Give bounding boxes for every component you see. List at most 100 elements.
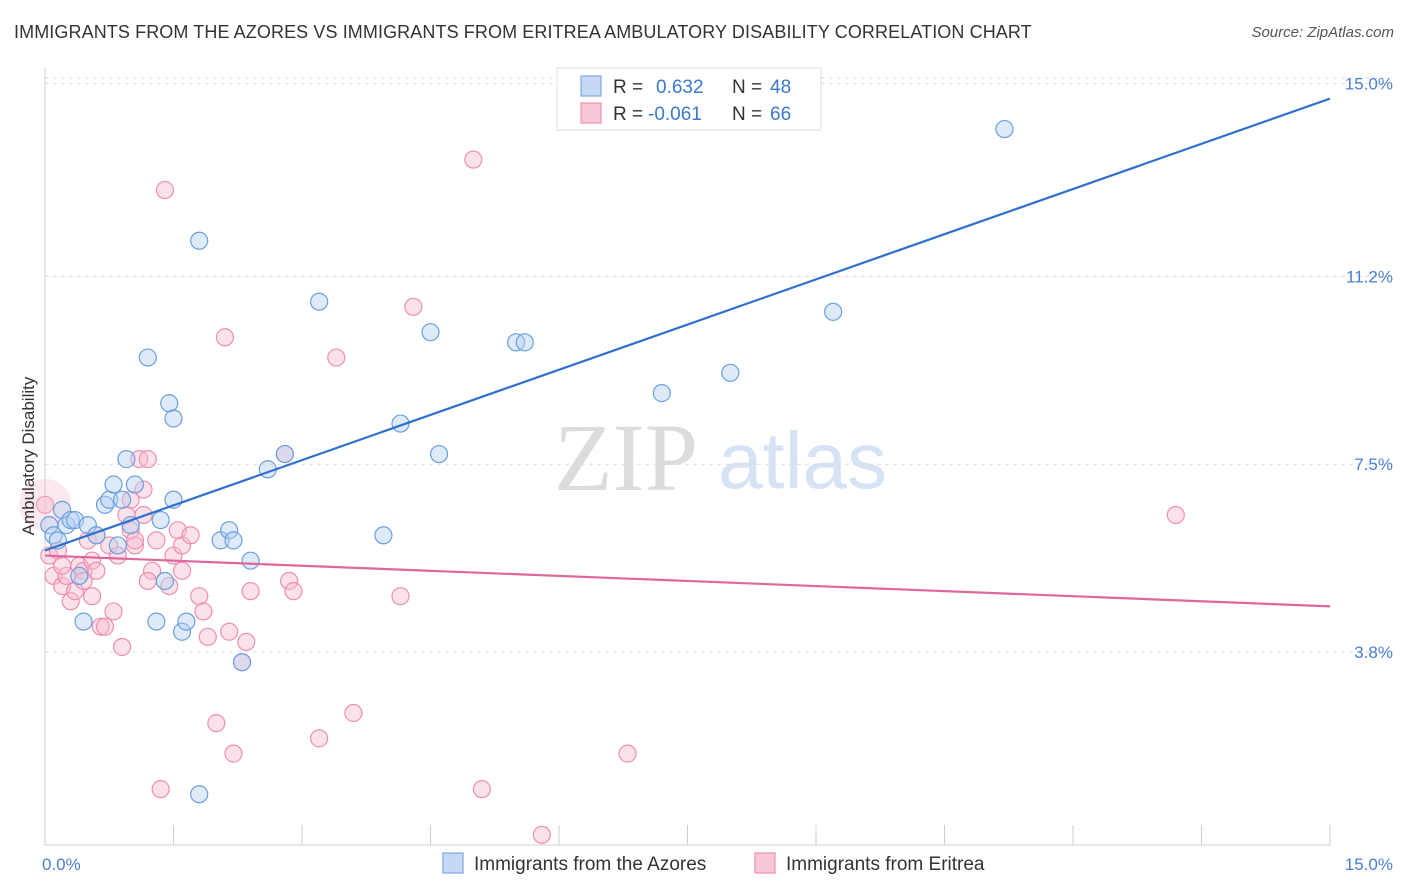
azores-point-23 xyxy=(160,394,179,413)
eritrea-point-39 xyxy=(220,622,239,641)
eritrea-point-59 xyxy=(121,521,140,540)
eritrea-point-64 xyxy=(237,632,256,652)
source-credit: Source: ZipAtlas.com xyxy=(1251,24,1394,41)
azores-point-36 xyxy=(310,292,329,311)
legend-eritrea-n-label: N = xyxy=(732,104,762,125)
bottom-legend-azores-swatch xyxy=(442,852,464,874)
legend-azores-r-value: 0.632 xyxy=(656,77,704,98)
eritrea-point-63 xyxy=(172,561,192,580)
eritrea-point-40 xyxy=(224,744,243,763)
watermark: ZIP atlas xyxy=(554,404,887,511)
eritrea-point-33 xyxy=(181,526,200,545)
y-tick-label-1: 7.5% xyxy=(1354,455,1393,474)
x-tick-label-1: 15.0% xyxy=(1345,855,1393,874)
azores-point-47 xyxy=(190,785,209,804)
eritrea-point-44 xyxy=(280,571,299,591)
azores-point-18 xyxy=(125,475,145,494)
azores-point-32 xyxy=(232,653,252,672)
azores-point-39 xyxy=(421,323,440,342)
watermark-zip: ZIP xyxy=(554,404,698,511)
azores-point-35 xyxy=(275,444,294,464)
azores-point-15 xyxy=(112,490,132,509)
azores-point-22 xyxy=(155,571,175,591)
eritrea-point-60 xyxy=(138,571,157,591)
azores-point-26 xyxy=(172,622,192,641)
eritrea-point-53 xyxy=(532,825,551,844)
eritrea-point-28 xyxy=(155,180,175,200)
azores-trend-line xyxy=(44,97,1331,552)
legend-eritrea-n-value: 66 xyxy=(770,104,791,125)
eritrea-point-14 xyxy=(95,617,115,636)
y-tick-label-3: 15.0% xyxy=(1345,74,1393,93)
azores-point-44 xyxy=(721,363,740,382)
eritrea-point-17 xyxy=(108,546,127,565)
eritrea-point-52 xyxy=(472,780,491,799)
eritrea-point-45 xyxy=(284,582,303,601)
legend-eritrea-r-value: -0.061 xyxy=(648,104,702,125)
y-axis-label: Ambulatory Disability xyxy=(19,376,38,535)
bottom-legend-eritrea-label: Immigrants from Eritrea xyxy=(786,854,985,875)
legend-azores-r-label: R = xyxy=(613,77,643,98)
azores-point-40 xyxy=(429,444,449,464)
chart-title: IMMIGRANTS FROM THE AZORES VS IMMIGRANTS… xyxy=(14,22,1032,42)
eritrea-point-25 xyxy=(142,561,162,580)
azores-point-16 xyxy=(117,450,136,469)
azores-point-43 xyxy=(652,384,671,403)
azores-point-42 xyxy=(515,333,534,352)
bottom-legend-azores-label: Immigrants from the Azores xyxy=(474,854,706,875)
tick-labels: 3.8% 7.5% 11.2% 15.0% 0.0% 15.0% xyxy=(42,74,1393,874)
azores-point-7 xyxy=(70,566,89,585)
eritrea-point-0 xyxy=(35,495,55,514)
eritrea-point-46 xyxy=(310,729,329,748)
azores-point-28 xyxy=(190,231,209,250)
azores-point-8 xyxy=(74,612,93,631)
eritrea-point-23 xyxy=(134,480,153,499)
y-tick-label-0: 3.8% xyxy=(1354,643,1393,662)
x-tick-label-0: 0.0% xyxy=(42,855,81,874)
legend-box: R = 0.632 N = 48 R = -0.061 N = 66 xyxy=(556,67,822,131)
azores-point-30 xyxy=(220,521,239,540)
eritrea-point-36 xyxy=(198,627,217,646)
azores-point-33 xyxy=(241,551,260,570)
eritrea-point-65 xyxy=(125,531,145,550)
eritrea-point-58 xyxy=(83,587,102,606)
azores-point-21 xyxy=(151,510,170,530)
azores-point-25 xyxy=(164,409,183,428)
legend-azores-n-label: N = xyxy=(732,77,762,98)
azores-point-20 xyxy=(147,612,166,631)
azores-point-19 xyxy=(138,348,157,367)
eritrea-point-37 xyxy=(207,714,226,733)
azores-point-31 xyxy=(224,531,243,550)
eritrea-point-38 xyxy=(215,328,234,347)
eritrea-point-49 xyxy=(391,587,410,606)
eritrea-point-12 xyxy=(87,561,106,580)
trend-lines xyxy=(44,97,1331,608)
eritrea-point-35 xyxy=(194,602,213,621)
eritrea-point-26 xyxy=(147,531,166,550)
eritrea-point-6 xyxy=(61,592,80,611)
axes xyxy=(44,68,1331,846)
legend-azores-n-value: 48 xyxy=(770,77,791,98)
legend-azores-swatch xyxy=(580,75,602,97)
eritrea-point-55 xyxy=(1166,505,1185,525)
eritrea-point-51 xyxy=(464,150,483,169)
legend-eritrea-swatch xyxy=(580,102,602,124)
eritrea-point-16 xyxy=(104,602,123,621)
eritrea-point-13 xyxy=(91,617,110,636)
azores-point-27 xyxy=(177,612,196,631)
eritrea-point-24 xyxy=(138,450,157,469)
azores-point-13 xyxy=(104,475,123,494)
eritrea-point-54 xyxy=(618,744,637,763)
azores-point-45 xyxy=(824,302,843,321)
azores-point-5 xyxy=(61,510,80,530)
eritrea-point-56 xyxy=(53,556,72,575)
legend-eritrea-r-label: R = xyxy=(613,104,643,125)
eritrea-trend-line xyxy=(44,554,1331,608)
watermark-atlas: atlas xyxy=(718,416,887,505)
y-tick-label-2: 11.2% xyxy=(1346,267,1393,286)
eritrea-point-27 xyxy=(151,780,170,799)
bottom-legend: Immigrants from the Azores Immigrants fr… xyxy=(442,852,985,875)
azores-point-14 xyxy=(108,536,127,555)
eritrea-point-50 xyxy=(404,297,423,316)
